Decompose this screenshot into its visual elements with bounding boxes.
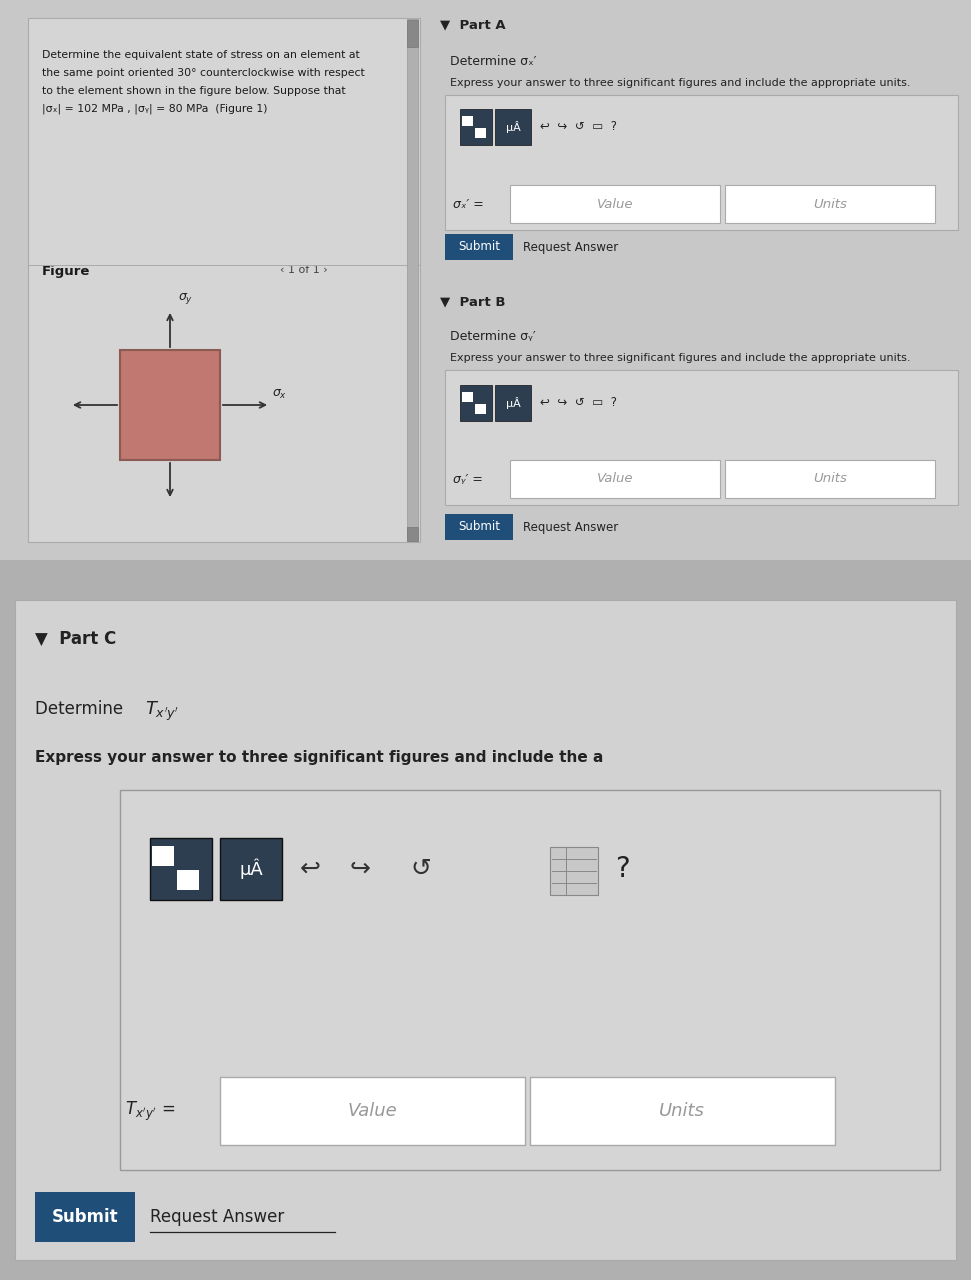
Text: Determine: Determine: [35, 700, 128, 718]
Text: Units: Units: [659, 1102, 705, 1120]
FancyBboxPatch shape: [445, 95, 958, 230]
Text: ↪: ↪: [350, 858, 371, 881]
FancyBboxPatch shape: [460, 109, 492, 145]
FancyBboxPatch shape: [550, 847, 598, 895]
Text: |σₓ| = 102 MPa , |σᵧ| = 80 MPa  (Figure 1): |σₓ| = 102 MPa , |σᵧ| = 80 MPa (Figure 1…: [42, 104, 267, 114]
FancyBboxPatch shape: [0, 561, 971, 1280]
Text: Value: Value: [347, 1102, 397, 1120]
Text: $T_{x^\prime y^\prime}$ =: $T_{x^\prime y^\prime}$ =: [125, 1100, 175, 1123]
Text: $\sigma_y$: $\sigma_y$: [178, 291, 193, 306]
Text: $\sigma_x$: $\sigma_x$: [272, 388, 287, 401]
FancyBboxPatch shape: [120, 790, 940, 1170]
FancyBboxPatch shape: [407, 527, 418, 541]
Text: ↩  ↪  ↺  ▭  ?: ↩ ↪ ↺ ▭ ?: [540, 120, 617, 133]
FancyBboxPatch shape: [475, 128, 486, 138]
FancyBboxPatch shape: [407, 20, 418, 47]
FancyBboxPatch shape: [220, 838, 282, 900]
FancyBboxPatch shape: [460, 385, 492, 421]
FancyBboxPatch shape: [152, 846, 174, 867]
Text: Determine the equivalent state of stress on an element at: Determine the equivalent state of stress…: [42, 50, 359, 60]
FancyBboxPatch shape: [510, 460, 720, 498]
FancyBboxPatch shape: [725, 460, 935, 498]
FancyBboxPatch shape: [28, 18, 420, 541]
FancyBboxPatch shape: [15, 600, 956, 1260]
Text: $T_{x^\prime y^\prime}$: $T_{x^\prime y^\prime}$: [145, 700, 179, 723]
Text: Express your answer to three significant figures and include the appropriate uni: Express your answer to three significant…: [450, 353, 911, 364]
FancyBboxPatch shape: [120, 349, 220, 460]
Text: Request Answer: Request Answer: [523, 241, 619, 253]
FancyBboxPatch shape: [445, 370, 958, 506]
Text: ↩: ↩: [300, 858, 321, 881]
FancyBboxPatch shape: [530, 1076, 835, 1146]
Text: Express your answer to three significant figures and include the a: Express your answer to three significant…: [35, 750, 603, 765]
Text: Request Answer: Request Answer: [523, 521, 619, 534]
Text: ▼  Part B: ▼ Part B: [440, 294, 506, 308]
Text: ↺: ↺: [410, 858, 431, 881]
FancyBboxPatch shape: [35, 1192, 135, 1242]
Text: Submit: Submit: [51, 1208, 118, 1226]
Text: Value: Value: [597, 472, 633, 485]
Text: Units: Units: [813, 197, 847, 210]
Text: ↩  ↪  ↺  ▭  ?: ↩ ↪ ↺ ▭ ?: [540, 397, 617, 410]
FancyBboxPatch shape: [495, 109, 531, 145]
Text: to the element shown in the figure below. Suppose that: to the element shown in the figure below…: [42, 86, 346, 96]
FancyBboxPatch shape: [407, 19, 418, 541]
FancyBboxPatch shape: [220, 1076, 525, 1146]
Text: ?: ?: [615, 855, 630, 883]
Text: μÂ: μÂ: [506, 397, 520, 410]
Text: μÂ: μÂ: [506, 122, 520, 133]
Text: ‹ 1 of 1 ›: ‹ 1 of 1 ›: [280, 265, 327, 275]
FancyBboxPatch shape: [445, 515, 513, 540]
FancyBboxPatch shape: [510, 186, 720, 223]
Text: μÂ: μÂ: [239, 859, 263, 879]
Text: Express your answer to three significant figures and include the appropriate uni: Express your answer to three significant…: [450, 78, 911, 88]
FancyBboxPatch shape: [0, 0, 971, 561]
Text: ▼  Part C: ▼ Part C: [35, 630, 117, 648]
Text: Units: Units: [813, 472, 847, 485]
Text: Figure: Figure: [42, 265, 90, 278]
Text: ▼  Part A: ▼ Part A: [440, 18, 506, 31]
Text: Determine σₓ′: Determine σₓ′: [450, 55, 537, 68]
FancyBboxPatch shape: [475, 404, 486, 413]
FancyBboxPatch shape: [150, 838, 212, 900]
FancyBboxPatch shape: [725, 186, 935, 223]
Text: σₓ′ =: σₓ′ =: [453, 197, 484, 210]
FancyBboxPatch shape: [462, 392, 473, 402]
FancyBboxPatch shape: [495, 385, 531, 421]
Text: Value: Value: [597, 197, 633, 210]
FancyBboxPatch shape: [445, 234, 513, 260]
Text: Determine σᵧ′: Determine σᵧ′: [450, 330, 536, 343]
FancyBboxPatch shape: [462, 116, 473, 125]
Text: Request Answer: Request Answer: [150, 1208, 285, 1226]
Text: Submit: Submit: [458, 521, 500, 534]
Text: the same point oriented 30° counterclockwise with respect: the same point oriented 30° counterclock…: [42, 68, 365, 78]
FancyBboxPatch shape: [177, 870, 199, 890]
Text: σᵧ′ =: σᵧ′ =: [453, 472, 483, 485]
Text: Submit: Submit: [458, 241, 500, 253]
